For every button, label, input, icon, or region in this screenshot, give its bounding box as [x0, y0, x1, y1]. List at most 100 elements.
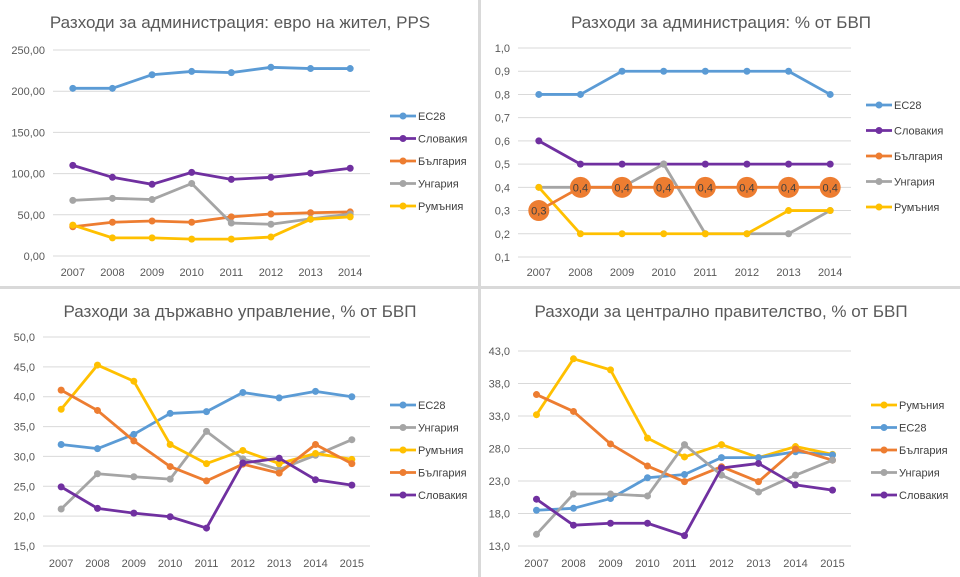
- data-point: [535, 183, 543, 191]
- data-point: [785, 67, 793, 75]
- legend-marker: [880, 491, 888, 499]
- legend-item-bulgaria: България: [866, 151, 943, 163]
- series-line: [72, 65, 351, 90]
- data-point: [607, 366, 614, 374]
- x-tick-label: 2007: [61, 267, 85, 279]
- data-point: [239, 389, 247, 397]
- series-eu28: [535, 67, 834, 98]
- data-point: [701, 67, 709, 75]
- legend-item-slovakia: Словакия: [390, 490, 467, 502]
- data-point: [267, 220, 275, 228]
- data-point: [312, 387, 319, 395]
- data-point: [576, 230, 584, 238]
- y-tick-label: 0,3: [495, 206, 510, 218]
- legend-item-hungary: Унгария: [871, 468, 940, 480]
- data-point: [607, 490, 614, 498]
- legend-marker: [399, 469, 407, 476]
- data-label: 0,3: [531, 206, 546, 218]
- legend-label: България: [418, 468, 467, 480]
- y-tick-label: 0,00: [24, 251, 45, 263]
- legend-item-bulgaria: България: [390, 156, 467, 168]
- data-point: [203, 524, 210, 532]
- data-point: [829, 486, 836, 494]
- chart-admin-per-capita: Разходи за администрация: евро на жител,…: [0, 0, 478, 286]
- legend-item-hungary: Унгария: [866, 177, 935, 189]
- legend-marker: [875, 178, 883, 185]
- series-line: [538, 139, 831, 166]
- series-romania: [57, 361, 356, 468]
- data-point: [755, 459, 762, 467]
- x-tick-label: 2008: [100, 267, 124, 279]
- data-point: [239, 446, 247, 454]
- data-point: [528, 200, 550, 222]
- x-tick-label: 2008: [568, 267, 592, 279]
- data-point: [227, 235, 235, 243]
- legend-marker: [399, 135, 407, 142]
- data-point: [826, 160, 834, 168]
- data-point: [57, 440, 65, 448]
- data-label: 0,4: [656, 182, 671, 194]
- legend-label: ЕС28: [418, 400, 446, 412]
- x-tick-label: 2011: [693, 267, 717, 279]
- series-romania: [69, 213, 354, 243]
- chart-svg: Разходи за администрация: евро на жител,…: [11, 13, 467, 279]
- data-point: [792, 471, 799, 479]
- series-romania: [535, 183, 834, 238]
- data-point: [188, 67, 196, 75]
- data-point: [267, 173, 275, 181]
- data-point: [701, 230, 709, 238]
- legend-marker: [399, 491, 407, 499]
- legend-item-slovakia: Словакия: [866, 126, 943, 138]
- y-tick-label: 40,0: [14, 392, 35, 404]
- data-point: [275, 394, 283, 402]
- data-point: [644, 492, 651, 500]
- data-point: [570, 490, 577, 498]
- x-tick-label: 2012: [709, 558, 733, 570]
- data-point: [166, 513, 174, 521]
- data-point: [57, 505, 65, 513]
- chart-admin-gdp-share: Разходи за администрация: % от БВП 0,1 0,2…: [481, 0, 960, 286]
- legend-marker: [399, 424, 407, 431]
- data-point: [227, 69, 235, 77]
- data-point: [660, 67, 668, 75]
- data-point: [792, 481, 799, 489]
- legend-item-bulgaria: България: [871, 445, 948, 457]
- legend-label: Румъния: [418, 201, 463, 213]
- data-point: [785, 207, 793, 215]
- y-tick-label: 250,00: [11, 45, 45, 57]
- data-point: [267, 63, 275, 71]
- series-line: [60, 388, 353, 483]
- y-tick-label: 23,0: [489, 476, 510, 488]
- legend-label: Румъния: [418, 445, 463, 457]
- y-tick-label: 0,6: [495, 136, 510, 148]
- data-point: [826, 207, 834, 215]
- data-point: [108, 218, 116, 226]
- data-point: [785, 230, 793, 238]
- data-point: [533, 530, 540, 538]
- data-point: [188, 235, 196, 243]
- x-tick-label: 2014: [303, 558, 327, 570]
- data-point: [653, 176, 675, 198]
- data-point: [307, 65, 315, 73]
- x-tick-label: 2012: [231, 558, 255, 570]
- data-point: [576, 90, 584, 98]
- legend-label: България: [899, 445, 948, 457]
- legend-item-romania: Румъния: [390, 201, 463, 213]
- data-point: [307, 215, 315, 223]
- data-point: [130, 509, 138, 517]
- y-tick-label: 1,0: [495, 43, 510, 55]
- series-hungary: [57, 427, 356, 513]
- data-point: [108, 234, 116, 242]
- legend-label: ЕС28: [894, 100, 922, 112]
- series-line: [538, 69, 831, 96]
- data-point: [755, 454, 762, 462]
- series-line: [72, 182, 351, 226]
- data-point: [275, 469, 283, 477]
- data-point: [307, 209, 315, 217]
- y-tick-label: 15,0: [14, 541, 35, 553]
- data-label: 0,4: [698, 182, 713, 194]
- x-tick-label: 2013: [267, 558, 291, 570]
- x-tick-label: 2012: [259, 267, 283, 279]
- data-point: [69, 84, 77, 92]
- x-tick-label: 2008: [561, 558, 585, 570]
